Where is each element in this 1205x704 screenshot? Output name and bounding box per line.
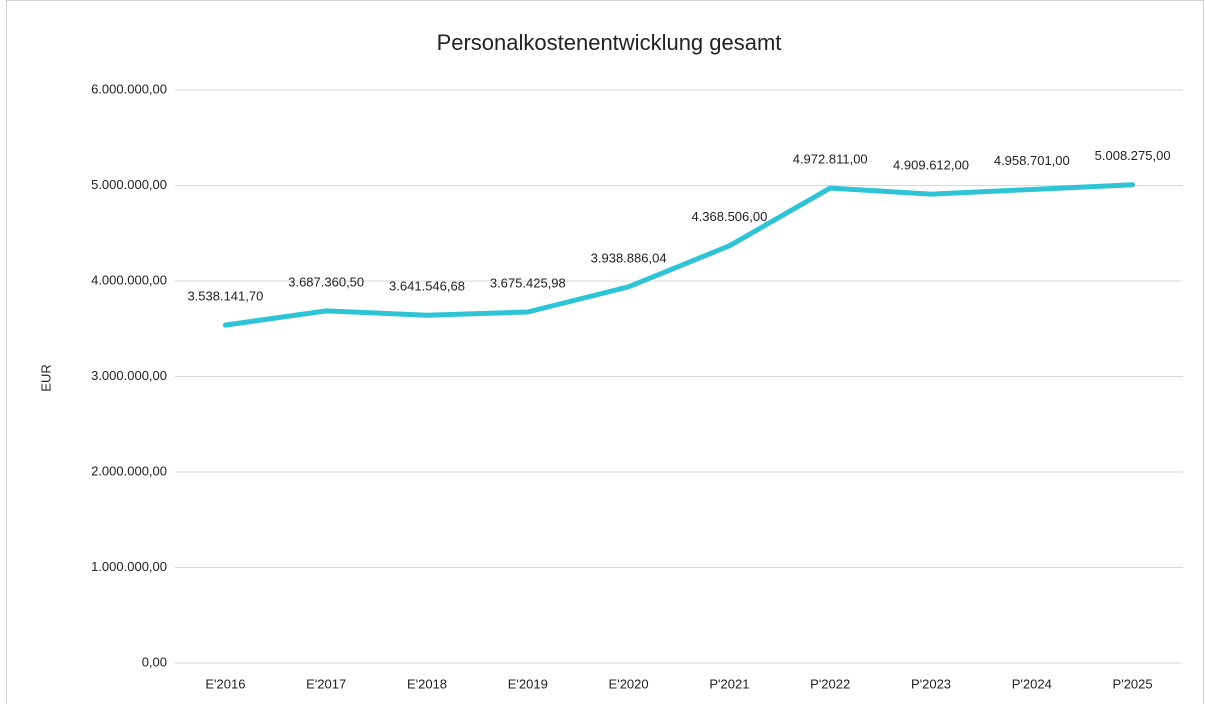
data-label: 3.538.141,70 [187,289,263,304]
x-tick-label: P'2024 [1012,676,1052,691]
y-tick-label: 4.000.000,00 [91,272,167,287]
data-line [222,182,1136,328]
y-tick-label: 1.000.000,00 [91,559,167,574]
y-tick-label: 6.000.000,00 [91,81,167,96]
x-tick-label: P'2021 [709,676,749,691]
x-tick-label: P'2025 [1113,676,1153,691]
y-tick-label: 3.000.000,00 [91,368,167,383]
y-tick-label: 2.000.000,00 [91,463,167,478]
x-tick-label: E'2018 [407,676,447,691]
x-tick-label: E'2019 [508,676,548,691]
data-label: 4.909.612,00 [893,158,969,173]
y-tick-label: 0,00 [142,654,167,669]
chart-title: Personalkostenentwicklung gesamt [437,30,782,55]
data-label: 3.938.886,04 [591,250,667,265]
data-label: 4.972.811,00 [793,152,868,167]
y-tick-label: 5.000.000,00 [91,177,167,192]
data-label: 5.008.275,00 [1095,148,1171,163]
x-tick-label: E'2016 [205,676,245,691]
x-tick-label: P'2022 [810,676,850,691]
data-label: 3.687.360,50 [288,274,364,289]
y-axis-title: EUR [38,364,53,391]
data-label: 3.641.546,68 [389,279,465,294]
chart-border [6,0,1204,704]
x-tick-label: P'2023 [911,676,951,691]
data-label: 4.368.506,00 [691,209,767,224]
data-label: 4.958.701,00 [994,153,1070,168]
x-tick-label: E'2017 [306,676,346,691]
x-tick-label: E'2020 [609,676,649,691]
data-label: 3.675.425,98 [490,275,566,290]
